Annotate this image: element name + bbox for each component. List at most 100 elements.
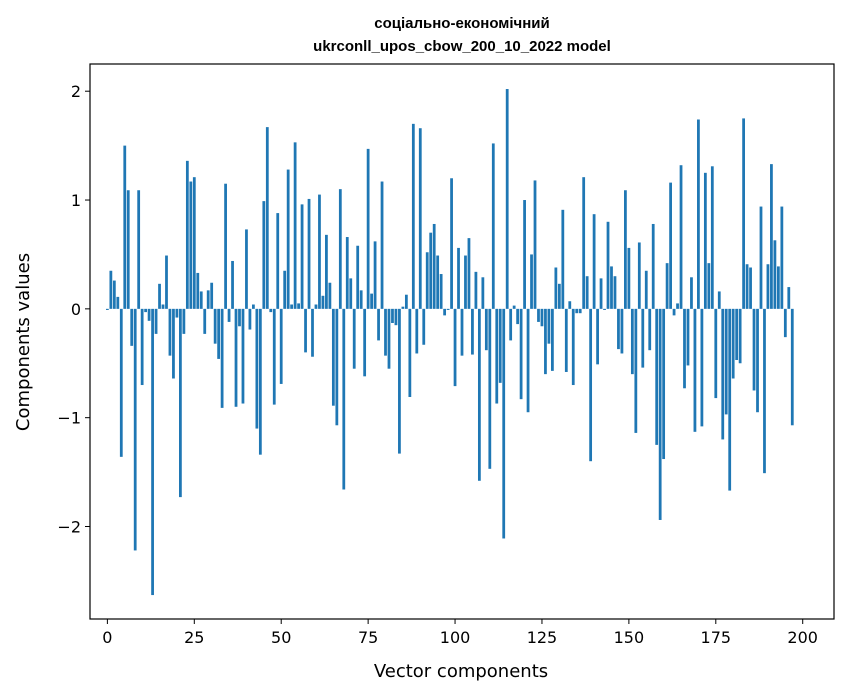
x-tick-label: 175 — [701, 628, 732, 647]
bar — [617, 308, 620, 350]
bar — [116, 296, 120, 309]
chart-title-line-2: ukrconll_upos_cbow_200_10_2022 model — [313, 38, 611, 55]
bar — [189, 181, 193, 309]
bar — [641, 308, 645, 368]
y-axis-label: Components values — [13, 253, 34, 431]
bar — [384, 308, 387, 356]
bar — [700, 308, 704, 427]
bar — [224, 183, 227, 309]
bar — [693, 308, 697, 432]
bar — [731, 308, 735, 379]
bar — [154, 308, 158, 334]
bar — [491, 143, 495, 309]
x-tick-label: 75 — [358, 628, 378, 647]
bar — [318, 194, 321, 309]
bar — [603, 308, 606, 310]
bar — [398, 308, 401, 454]
bar — [335, 308, 339, 426]
bar — [505, 89, 509, 309]
bar — [752, 308, 756, 391]
bar — [158, 283, 161, 309]
bar — [745, 264, 749, 309]
bar — [436, 255, 440, 309]
bar — [710, 166, 714, 309]
bar — [238, 308, 241, 327]
bar — [415, 308, 419, 354]
bar — [144, 308, 148, 313]
bar — [676, 303, 679, 309]
bar — [474, 271, 478, 309]
x-tick-label: 200 — [787, 628, 818, 647]
bar — [554, 267, 558, 309]
bar — [140, 308, 144, 386]
bar — [411, 123, 415, 309]
bar — [578, 308, 582, 314]
bar — [568, 301, 572, 309]
bar — [561, 209, 565, 309]
bar — [248, 308, 252, 330]
bar — [377, 308, 380, 341]
bar — [547, 308, 551, 344]
bar — [370, 293, 373, 309]
y-tick-label: 0 — [71, 300, 81, 319]
bar — [592, 214, 596, 309]
bar — [773, 240, 777, 309]
bar — [304, 308, 307, 353]
bar — [297, 303, 300, 309]
bar — [648, 308, 652, 351]
bar — [627, 247, 631, 309]
bar — [185, 160, 189, 309]
bar — [714, 308, 718, 399]
bar — [599, 278, 603, 309]
bar — [464, 255, 467, 309]
bar — [220, 308, 224, 408]
bar — [439, 274, 443, 309]
bar — [460, 308, 464, 356]
bar — [697, 119, 700, 309]
bar — [425, 252, 429, 309]
bar — [272, 308, 276, 405]
bar — [241, 308, 245, 404]
bar — [112, 280, 116, 309]
bar — [321, 295, 325, 309]
bar — [484, 308, 488, 351]
bar — [596, 308, 599, 365]
bar — [776, 266, 780, 309]
x-tick-label: 100 — [440, 628, 471, 647]
bar — [307, 198, 311, 309]
bar — [665, 263, 669, 309]
bar — [453, 308, 457, 387]
bars-group — [105, 89, 794, 596]
bar — [342, 308, 346, 490]
bar — [488, 308, 492, 469]
bar — [359, 290, 363, 309]
bar — [269, 308, 273, 313]
bar — [311, 308, 314, 357]
y-tick-label: −2 — [57, 518, 81, 537]
bar — [418, 128, 422, 309]
bar — [495, 308, 499, 404]
y-tick-label: −1 — [57, 409, 81, 428]
bar — [540, 308, 544, 327]
bar — [544, 308, 547, 375]
bar — [783, 308, 787, 338]
bar — [432, 223, 436, 309]
bar — [686, 308, 690, 366]
bar — [130, 308, 134, 346]
bar — [582, 177, 586, 309]
bar — [394, 308, 398, 326]
bar — [429, 232, 433, 309]
bar — [610, 266, 613, 309]
bar — [352, 308, 356, 369]
bar — [672, 308, 676, 316]
bar — [192, 177, 196, 309]
bar — [345, 237, 349, 309]
bar — [446, 308, 450, 310]
x-axis-ticks: 0 25 50 75 100 125 150 175 200 — [102, 619, 818, 647]
bar — [182, 308, 186, 334]
bar — [766, 264, 770, 309]
bar — [457, 247, 460, 309]
bar — [373, 241, 377, 309]
bar — [787, 287, 791, 309]
